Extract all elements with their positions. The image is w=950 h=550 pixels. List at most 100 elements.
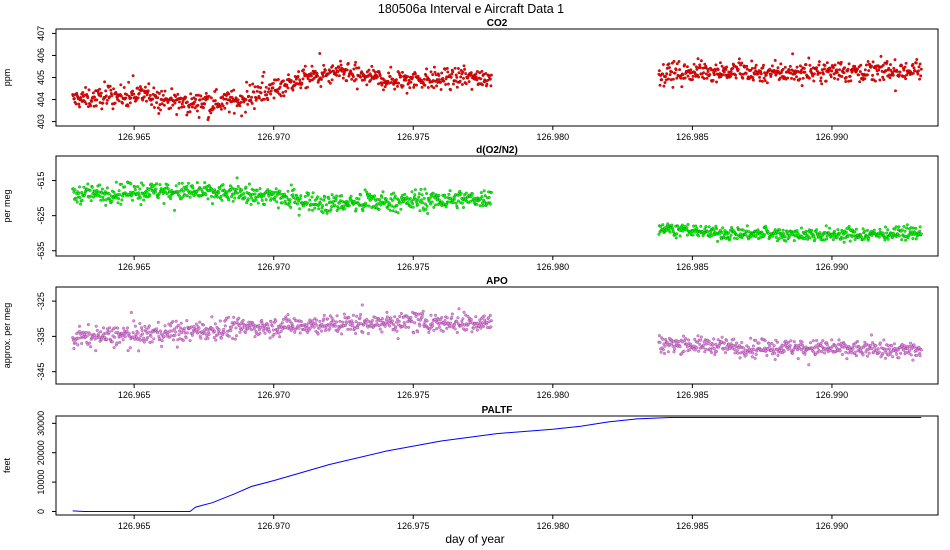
data-point [461,317,465,321]
data-point [846,67,850,71]
data-point [433,313,438,317]
data-point [915,57,919,62]
data-point [197,115,201,120]
data-point [725,338,729,343]
data-point [361,330,365,335]
data-point [397,81,401,85]
data-point [751,78,755,82]
data-point [221,183,225,187]
data-point [249,202,253,206]
data-point [303,64,307,68]
data-point [459,191,463,195]
data-point [867,351,871,355]
data-point [749,68,753,72]
data-point [791,351,795,356]
data-point [236,98,240,102]
data-point [732,347,736,351]
data-point [485,78,490,83]
data-point [845,357,849,361]
data-point [391,209,395,213]
data-point [310,64,314,68]
data-point [286,189,290,193]
data-point [479,191,483,195]
data-point [334,66,338,70]
data-point [127,331,131,336]
data-point [100,187,104,191]
data-point [403,192,407,196]
data-point [909,353,913,357]
data-point [754,63,758,67]
data-point [101,101,105,105]
data-point [354,331,358,336]
data-point [808,341,813,345]
data-point [318,201,322,205]
data-point [786,76,790,80]
data-point [812,350,816,354]
data-point [866,59,870,64]
data-point [918,225,922,229]
data-point [72,97,76,101]
data-point [108,95,112,99]
data-point [724,67,728,72]
data-point [686,338,691,342]
data-point [680,223,684,227]
data-point [217,191,221,195]
data-point [824,224,828,228]
data-point [393,87,397,91]
data-point [845,226,849,231]
data-point [137,191,141,195]
data-point [133,188,137,192]
data-point [678,345,682,349]
data-point [414,83,419,87]
data-point [458,79,462,83]
data-point [803,70,807,74]
data-point [914,61,918,65]
data-point [822,351,827,355]
data-point [297,326,301,330]
data-point [176,92,180,96]
data-point [351,75,355,79]
data-point [413,193,417,197]
data-point [73,188,77,192]
data-point [475,328,479,332]
data-point [667,66,672,70]
data-point [253,192,257,196]
data-point [840,352,844,357]
data-point [905,73,909,77]
data-point [464,72,468,76]
data-point [693,337,697,341]
data-point [444,205,448,209]
data-point [904,238,908,242]
data-point [796,357,800,361]
data-point [188,339,192,343]
data-point [830,69,834,73]
data-point [433,70,437,74]
data-point [384,197,388,201]
data-point [335,73,339,77]
data-point [429,313,433,317]
data-point [194,192,198,196]
data-point [671,85,675,89]
y-tick-label: 20000 [36,440,46,465]
data-point [786,230,790,234]
data-point [92,333,97,338]
data-point [838,68,842,72]
data-point [378,327,382,331]
data-point [185,113,189,117]
data-point [181,189,185,193]
data-point [131,74,135,78]
data-point [137,91,141,95]
data-point [421,309,425,313]
data-point [98,194,102,198]
data-point [281,79,286,83]
data-point [657,69,661,73]
data-point [773,228,777,232]
data-point [812,72,816,76]
data-point [728,74,733,78]
data-point [322,70,326,74]
data-point [318,319,322,323]
data-point [451,82,455,86]
data-point [838,231,842,235]
x-tick-label: 126.990 [816,521,849,531]
data-point [92,95,97,99]
